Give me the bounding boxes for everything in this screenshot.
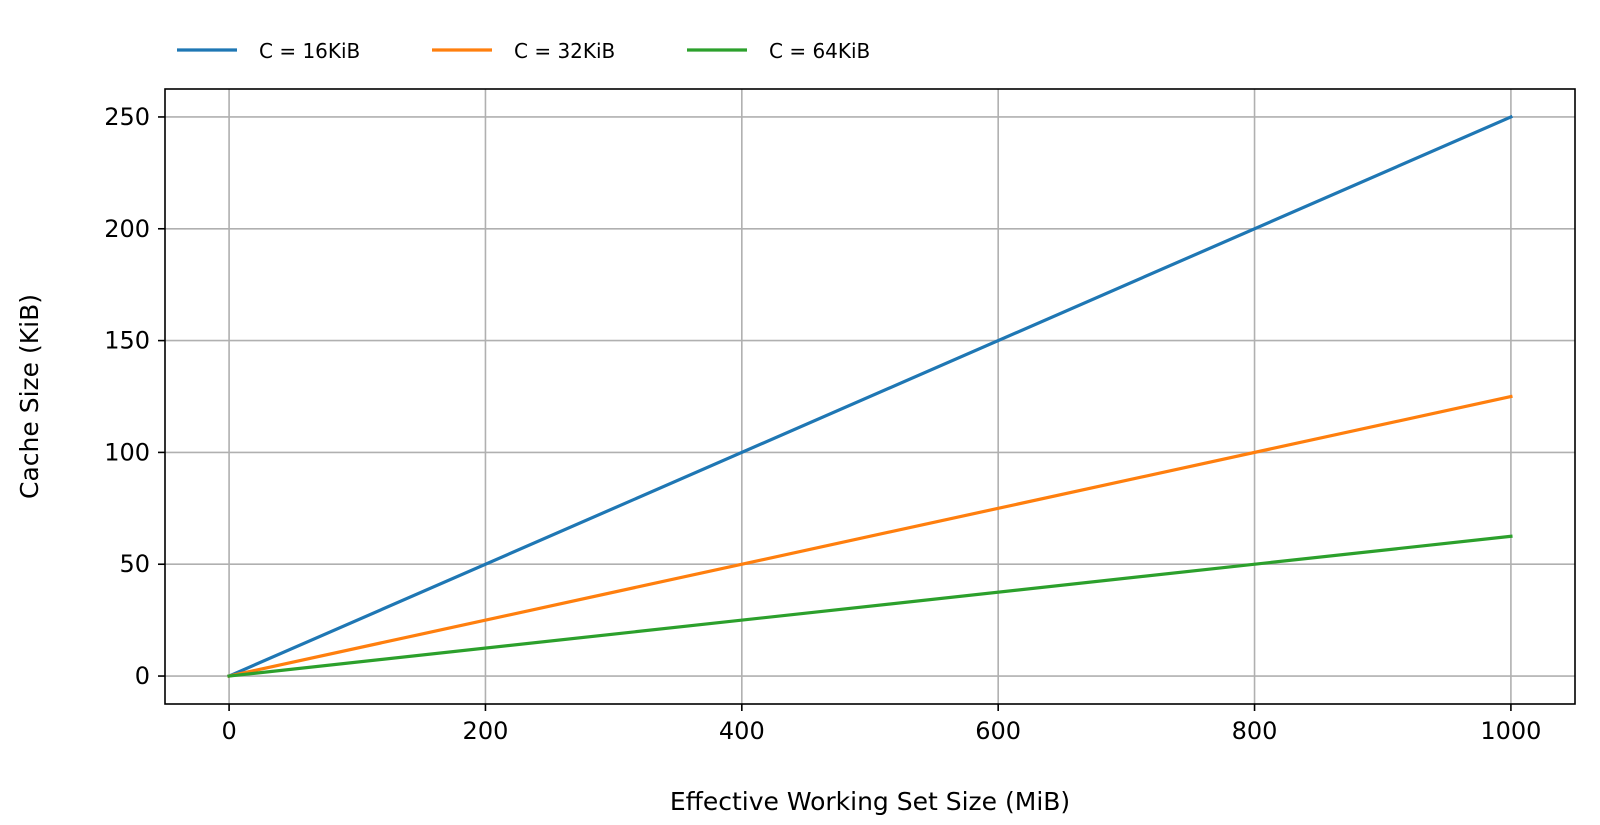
x-tick-label: 400 [719, 717, 765, 745]
legend-label: C = 32KiB [514, 39, 615, 63]
x-tick-label: 200 [463, 717, 509, 745]
y-tick-label: 0 [135, 662, 150, 690]
legend: C = 16KiB C = 32KiB C = 64KiB [177, 39, 870, 63]
y-tick-label: 250 [104, 103, 150, 131]
x-tick-label: 0 [221, 717, 236, 745]
legend-label: C = 64KiB [769, 39, 870, 63]
x-tick-label: 1000 [1480, 717, 1541, 745]
legend-label: C = 16KiB [259, 39, 360, 63]
y-axis-ticks: 0 50 100 150 200 250 [104, 103, 165, 690]
y-tick-label: 50 [119, 550, 150, 578]
x-tick-label: 800 [1232, 717, 1278, 745]
series-line [227, 534, 1513, 678]
y-tick-label: 150 [104, 327, 150, 355]
x-tick-label: 600 [975, 717, 1021, 745]
y-axis-label: Cache Size (KiB) [15, 294, 44, 499]
series-line [227, 394, 1513, 678]
series-lines [226, 114, 1514, 679]
x-axis-ticks: 0 200 400 600 800 1000 [221, 704, 1541, 745]
x-axis-label: Effective Working Set Size (MiB) [670, 787, 1070, 816]
series-line [226, 114, 1514, 679]
plot-frame [164, 88, 1576, 705]
y-tick-label: 100 [104, 438, 150, 466]
y-tick-label: 200 [104, 215, 150, 243]
